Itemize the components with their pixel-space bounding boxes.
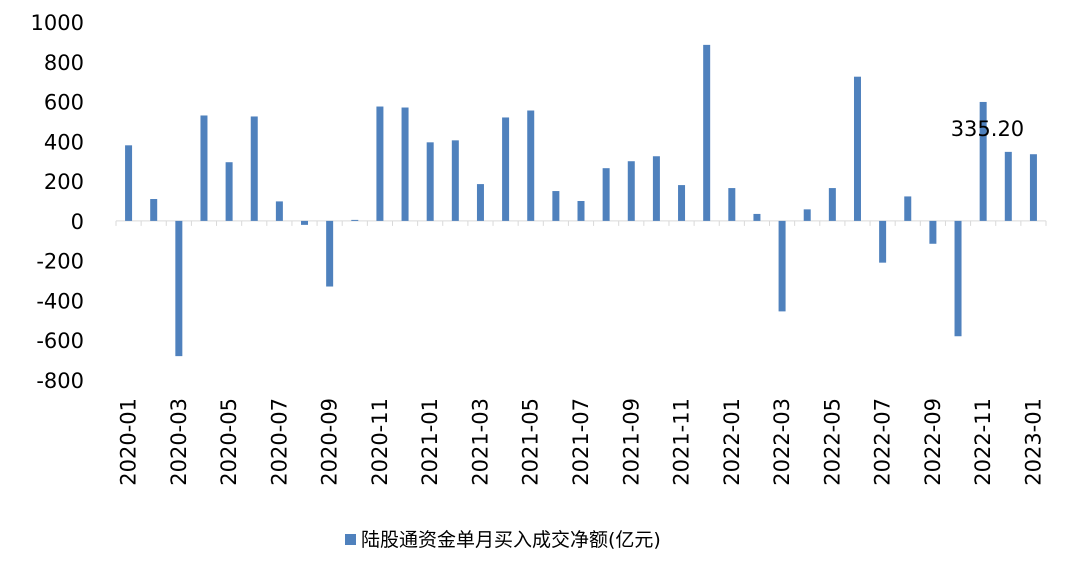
bar bbox=[778, 220, 786, 312]
bar bbox=[1004, 151, 1012, 221]
bar bbox=[602, 168, 610, 221]
x-tick-label: 2022-09 bbox=[921, 398, 945, 486]
bar bbox=[326, 220, 334, 287]
y-tick-label: 800 bbox=[44, 51, 84, 75]
bar bbox=[225, 162, 233, 221]
y-tick-label: -400 bbox=[36, 289, 84, 313]
bar bbox=[904, 196, 912, 221]
y-tick-label: -200 bbox=[36, 250, 84, 274]
x-tick-label: 2023-01 bbox=[1021, 398, 1045, 486]
x-tick-label: 2020-11 bbox=[368, 398, 392, 486]
x-tick-label: 2020-05 bbox=[217, 398, 241, 486]
bar bbox=[401, 107, 409, 221]
bar bbox=[527, 110, 535, 221]
bar bbox=[929, 220, 937, 244]
x-tick-label: 2021-05 bbox=[519, 398, 543, 486]
bar bbox=[1029, 154, 1037, 221]
bar bbox=[502, 117, 510, 221]
bar bbox=[250, 116, 258, 221]
bar bbox=[451, 140, 459, 221]
bar bbox=[954, 220, 962, 337]
x-tick-label: 2022-07 bbox=[871, 398, 895, 486]
y-tick-label: -600 bbox=[36, 329, 84, 353]
bar bbox=[200, 115, 208, 221]
bar bbox=[577, 201, 585, 221]
y-tick-label: -800 bbox=[36, 369, 84, 393]
bar bbox=[426, 142, 434, 221]
y-tick-label: 1000 bbox=[31, 11, 84, 35]
x-tick-label: 2022-11 bbox=[971, 398, 995, 486]
bar bbox=[376, 106, 384, 221]
bar bbox=[627, 161, 635, 221]
bar bbox=[803, 209, 811, 221]
x-tick-label: 2022-03 bbox=[770, 398, 794, 486]
x-tick-label: 2021-07 bbox=[569, 398, 593, 486]
x-tick-label: 2021-11 bbox=[670, 398, 694, 486]
x-tick-label: 2020-01 bbox=[117, 398, 141, 486]
x-tick-label: 2020-03 bbox=[167, 398, 191, 486]
bar bbox=[175, 220, 183, 357]
x-tick-label: 2020-07 bbox=[267, 398, 291, 486]
bar bbox=[351, 219, 359, 221]
bar bbox=[275, 201, 283, 221]
y-tick-label: 400 bbox=[44, 130, 84, 154]
x-tick-label: 2021-03 bbox=[468, 398, 492, 486]
bar bbox=[301, 220, 309, 225]
y-tick-label: 0 bbox=[71, 210, 84, 234]
bar bbox=[652, 156, 660, 221]
bar bbox=[150, 199, 158, 221]
bar bbox=[476, 184, 484, 221]
x-tick-label: 2021-09 bbox=[619, 398, 643, 486]
bar bbox=[828, 188, 836, 221]
data-label: 335.20 bbox=[951, 117, 1024, 141]
bar bbox=[879, 220, 887, 263]
bar bbox=[728, 188, 736, 221]
bar bbox=[979, 101, 987, 221]
bar bbox=[753, 213, 761, 221]
legend-label: 陆股通资金单月买入成交净额(亿元) bbox=[361, 529, 661, 551]
bar bbox=[678, 185, 686, 221]
legend-swatch bbox=[345, 534, 356, 545]
y-tick-label: 600 bbox=[44, 91, 84, 115]
bar bbox=[125, 145, 133, 221]
x-tick-label: 2021-01 bbox=[418, 398, 442, 486]
y-tick-label: 200 bbox=[44, 170, 84, 194]
bar bbox=[703, 44, 711, 221]
x-tick-label: 2022-01 bbox=[720, 398, 744, 486]
x-tick-label: 2020-09 bbox=[318, 398, 342, 486]
bar bbox=[552, 191, 560, 221]
bar bbox=[853, 76, 861, 221]
x-tick-label: 2022-05 bbox=[820, 398, 844, 486]
